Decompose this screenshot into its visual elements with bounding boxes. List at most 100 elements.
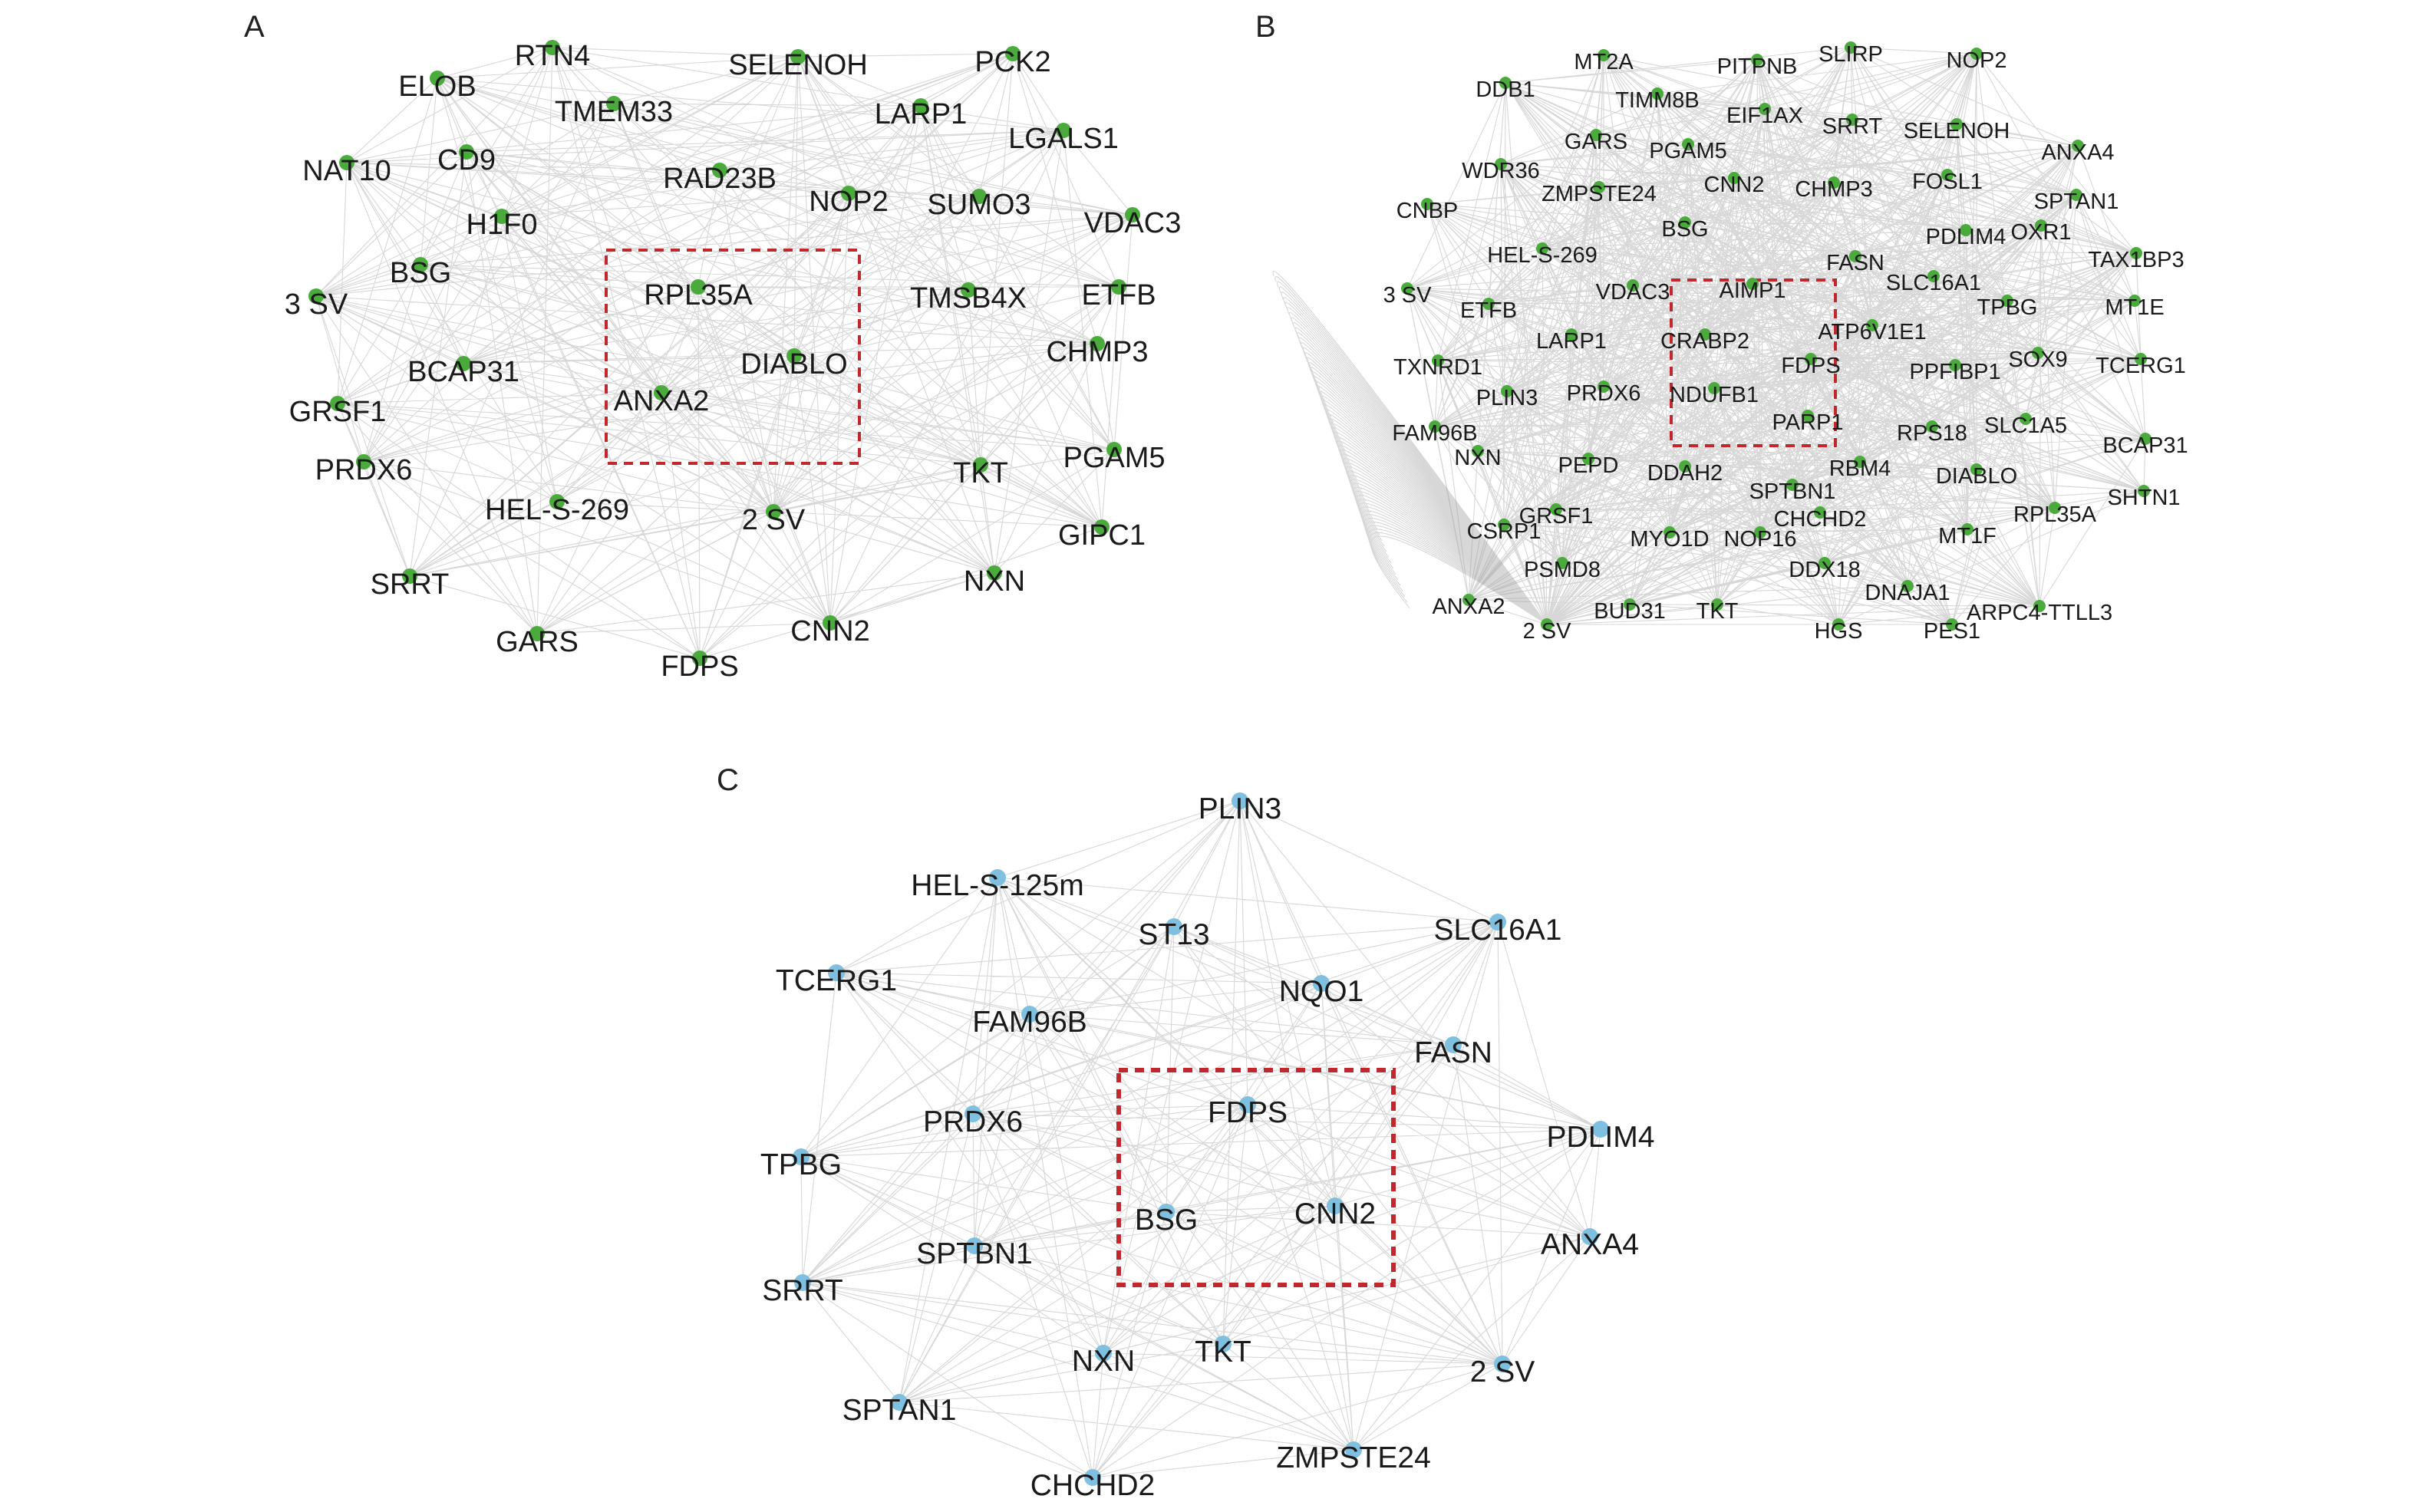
panel-a-node-label-lgals1: LGALS1 xyxy=(1008,123,1119,155)
panel-b-node-grsf1 xyxy=(1550,503,1562,516)
panel-c-edges xyxy=(800,800,1601,1478)
panel-a-letter: A xyxy=(244,10,265,44)
panel-b-node-shtn1 xyxy=(2138,485,2150,497)
panel-b-node-bud31 xyxy=(1624,598,1636,611)
panel-b-node-label-plin3: PLIN3 xyxy=(1476,386,1538,410)
panel-b-node-label-dnaja1: DNAJA1 xyxy=(1865,581,1950,605)
panel-a-node-label-vdac3: VDAC3 xyxy=(1084,207,1182,239)
panel-b-node-timm8b xyxy=(1651,87,1664,100)
panel-b-node-label-myo1d: MYO1D xyxy=(1630,527,1709,552)
panel-c-node-label-chchd2: CHCHD2 xyxy=(1030,1469,1156,1502)
panel-a-node-chmp3 xyxy=(1090,336,1105,351)
panel-a-node-gipc1 xyxy=(1094,519,1110,535)
panel-b-node-mt1e xyxy=(2128,295,2141,307)
panel-c-node-label-fam96b: FAM96B xyxy=(972,1006,1087,1039)
panel-a-node-srrt xyxy=(402,568,417,584)
panel-b-node-label-crabp2: CRABP2 xyxy=(1660,329,1749,354)
panel-b-node-parp1 xyxy=(1802,410,1814,422)
panel-c-node-prdx6 xyxy=(964,1105,981,1122)
panel-b-node-fasn xyxy=(1849,250,1861,262)
panel-a-edge-mesh xyxy=(315,47,1133,659)
panel-c-node-chchd2 xyxy=(1084,1469,1101,1486)
panel-a-node-label-gipc1: GIPC1 xyxy=(1058,519,1146,552)
panel-a-node-label-fdps: FDPS xyxy=(661,651,738,683)
panel-b-node-label-pgam5: PGAM5 xyxy=(1649,139,1727,163)
panel-b-node-slc1a5 xyxy=(2020,413,2032,425)
panel-a-node-rtn4 xyxy=(545,40,560,55)
panel-c-node-fam96b xyxy=(1021,1006,1038,1023)
panel-b-node-label-shtn1: SHTN1 xyxy=(2107,486,2180,510)
panel-a-node-label-selenoh: SELENOH xyxy=(728,49,868,81)
panel-b-node-label-arpc4-ttll3: ARPC4-TTLL3 xyxy=(1967,601,2112,625)
panel-a-node-vdac3 xyxy=(1125,207,1140,222)
panel-a-node-sumo3 xyxy=(971,189,987,204)
panel-b-node-zmpste24 xyxy=(1593,181,1605,193)
panel-b-node-label-chchd2: CHCHD2 xyxy=(1774,507,1867,532)
panel-c-node-2-sv xyxy=(1494,1356,1511,1372)
panel-a-node-bcap31 xyxy=(456,356,471,371)
panel-a-node-label-diablo: DIABLO xyxy=(740,348,847,380)
panel-c-node-slc16a1 xyxy=(1489,914,1506,931)
panel-b-node-label-parp1: PARP1 xyxy=(1772,410,1844,435)
panel-a-node-label-2-sv: 2 SV xyxy=(742,504,806,536)
panel-c-node-tpbg xyxy=(793,1148,810,1165)
panel-c-node-label-st13: ST13 xyxy=(1138,918,1209,951)
panel-b-node-sptbn1 xyxy=(1786,479,1799,491)
panel-b-node-larp1 xyxy=(1565,328,1578,341)
panel-b-node-label-sptan1: SPTAN1 xyxy=(2034,189,2119,214)
panel-a-node-label-anxa2: ANXA2 xyxy=(614,385,710,417)
panel-b-node-pes1 xyxy=(1946,618,1958,631)
panel-a-node-label-sumo3: SUMO3 xyxy=(927,189,1030,221)
panel-b-node-tkt xyxy=(1711,598,1723,611)
panel-a-node-2-sv xyxy=(766,504,781,519)
panel-c-network: C PLIN3 HEL-S-125m ST13 SLC16A1 TCERG1 NQO1 FA… xyxy=(717,763,1654,1502)
panel-b-node-label-anxa4: ANXA4 xyxy=(2041,140,2114,165)
panel-c-node-sptan1 xyxy=(891,1394,908,1411)
panel-b-node-label-tkt: TKT xyxy=(1697,599,1739,624)
panel-b-node-label-vdac3: VDAC3 xyxy=(1596,280,1670,305)
panel-b-node-arpc4-ttll3 xyxy=(2033,600,2046,612)
panel-b-node-label-etfb: ETFB xyxy=(1460,298,1517,323)
panel-b-node-bsg xyxy=(1679,216,1691,229)
panel-a-node-prdx6 xyxy=(356,454,371,469)
panel-a-node-bsg xyxy=(413,257,428,272)
panel-b-node-gars xyxy=(1590,129,1602,141)
panel-b-node-label-sptbn1: SPTBN1 xyxy=(1749,479,1836,504)
panel-b-node-label-txnrd1: TXNRD1 xyxy=(1393,355,1482,380)
panel-c-node-label-plin3: PLIN3 xyxy=(1199,792,1281,825)
panel-a-node-label-h1f0: H1F0 xyxy=(467,209,538,241)
panel-c-node-anxa4 xyxy=(1581,1228,1598,1245)
panel-b-node-label-tcerg1: TCERG1 xyxy=(2096,354,2186,378)
panel-c-node-sptbn1 xyxy=(966,1237,983,1254)
panel-c-node-label-prdx6: PRDX6 xyxy=(923,1105,1023,1138)
panel-b-node-label-ddb1: DDB1 xyxy=(1476,77,1535,102)
panel-b-node-pdlim4 xyxy=(1960,224,1972,236)
panel-b-edges xyxy=(1272,47,2146,625)
panel-b-node-slirp xyxy=(1845,41,1857,54)
panel-b-node-label-srrt: SRRT xyxy=(1822,114,1883,139)
panel-b-node-label-bud31: BUD31 xyxy=(1594,599,1666,624)
panel-b-node-tcerg1 xyxy=(2135,353,2147,365)
panel-a-node-grsf1 xyxy=(330,396,345,411)
panel-a-node-label-srrt: SRRT xyxy=(371,568,450,601)
panel-c-node-label-nxn: NXN xyxy=(1072,1345,1135,1378)
panel-a-edges xyxy=(315,47,1133,659)
panel-b-node-dnaja1 xyxy=(1901,580,1914,592)
panel-b-node-wdr36 xyxy=(1495,158,1507,170)
panel-b-node-pgam5 xyxy=(1682,138,1694,150)
panel-c-node-zmpste24 xyxy=(1345,1441,1362,1458)
panel-a-node-label-etfb: ETFB xyxy=(1081,279,1156,311)
panel-a-node-label-pgam5: PGAM5 xyxy=(1063,442,1165,474)
panel-b-node-ddx18 xyxy=(1819,557,1831,569)
panel-b-node-label-ddx18: DDX18 xyxy=(1789,558,1861,582)
panel-c-node-plin3 xyxy=(1232,792,1248,809)
panel-b-node-pepd xyxy=(1582,453,1594,465)
panel-b-node-oxr1 xyxy=(2035,219,2047,232)
panel-c-node-st13 xyxy=(1166,918,1182,935)
panel-b-node-label-mt1f: MT1F xyxy=(1938,524,1997,548)
panel-b-node-label-timm8b: TIMM8B xyxy=(1615,88,1700,113)
panel-b-node-label-rps18: RPS18 xyxy=(1897,421,1967,446)
panel-b-node-label-selenoh: SELENOH xyxy=(1904,119,2010,143)
panel-c-node-fdps xyxy=(1239,1096,1256,1113)
panel-b-node-label-3-sv: 3 SV xyxy=(1383,283,1433,308)
